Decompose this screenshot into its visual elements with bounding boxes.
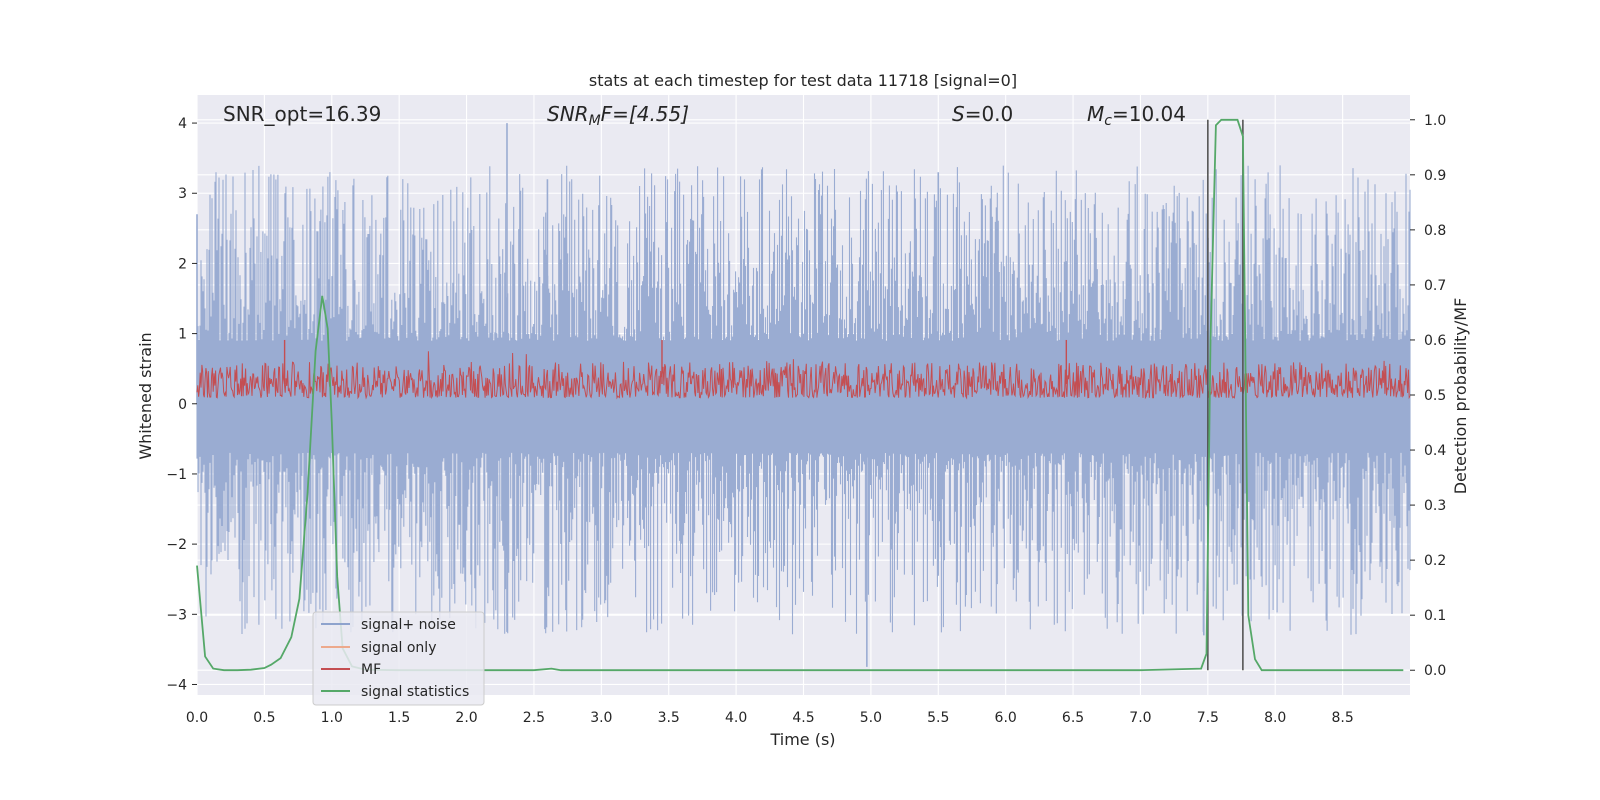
right-tick-label: 1.0 [1424,113,1446,129]
left-tick-label: 3 [178,186,187,202]
right-tick-label: 0.2 [1424,553,1446,569]
right-tick-label: 0.3 [1424,498,1446,514]
y-axis-label-left: Whitened strain [136,332,155,459]
y-axis-label-right: Detection probability/MF [1451,298,1470,495]
left-tick-label: −3 [166,607,187,623]
left-tick-label: 4 [178,116,187,132]
x-tick-label: 7.5 [1197,710,1219,726]
x-tick-label: 2.0 [455,710,477,726]
left-tick-label: −2 [166,537,187,553]
legend-frame [312,611,485,706]
x-tick-label: 4.0 [725,710,747,726]
chart-title: stats at each timestep for test data 117… [589,71,1017,90]
right-tick-label: 0.4 [1424,443,1446,459]
x-tick-label: 1.0 [321,710,343,726]
x-tick-label: 4.5 [792,710,814,726]
x-tick-label: 5.5 [927,710,949,726]
x-tick-label: 3.5 [658,710,680,726]
x-tick-label: 5.0 [860,710,882,726]
series-signal-noise [196,123,1411,667]
annotation-mc: Mc=10.04 [1087,102,1186,129]
right-tick-label: 0.7 [1424,278,1446,294]
annotation-snr-mf: SNRMF=[4.55] [547,102,689,129]
left-tick-label: −4 [166,677,187,693]
left-axis-ticks: 4 3 2 1 0 −1 −2 −3 −4 [166,116,197,693]
x-tick-label: 8.5 [1331,710,1353,726]
left-tick-label: 0 [178,397,187,413]
right-tick-label: 0.8 [1424,223,1446,239]
x-tick-label: 1.5 [388,710,410,726]
left-tick-label: 1 [178,327,187,343]
x-axis-label: Time (s) [769,730,835,749]
series-signal-statistics [196,118,1404,672]
x-tick-label: 2.5 [523,710,545,726]
x-tick-label: 0.5 [253,710,275,726]
x-tick-label: 0.0 [186,710,208,726]
right-tick-label: 0.9 [1424,168,1446,184]
right-axis-ticks: 1.0 0.9 0.8 0.7 0.6 0.5 0.4 0.3 0.2 0.1 0.0 [1410,113,1446,679]
x-axis-ticks: 0.0 0.5 1.0 1.5 2.0 2.5 3.0 3.5 4.0 4.5 5.0 5.5 6.0 6… [186,710,1354,726]
right-tick-label: 0.6 [1424,333,1446,349]
annotation-s: S=0.0 [952,102,1013,126]
left-tick-label: 2 [178,256,187,272]
legend-label-mf: MF [361,662,381,678]
right-tick-label: 0.0 [1424,663,1446,679]
x-tick-label: 6.0 [995,710,1017,726]
annotation-snr-opt: SNR_opt=16.39 [223,102,381,126]
legend-label-signal-only: signal only [361,640,436,656]
signal-statistics-line [196,118,1404,672]
x-tick-label: 7.0 [1129,710,1151,726]
x-tick-label: 6.5 [1062,710,1084,726]
right-tick-label: 0.5 [1424,388,1446,404]
legend-label-signal-statistics: signal statistics [361,684,469,700]
legend: signal+ noise signal only MF signal stat… [312,611,485,706]
left-tick-label: −1 [166,467,187,483]
legend-label-signal-noise: signal+ noise [361,617,456,633]
x-tick-label: 8.0 [1264,710,1286,726]
right-tick-label: 0.1 [1424,608,1446,624]
x-tick-label: 3.0 [590,710,612,726]
